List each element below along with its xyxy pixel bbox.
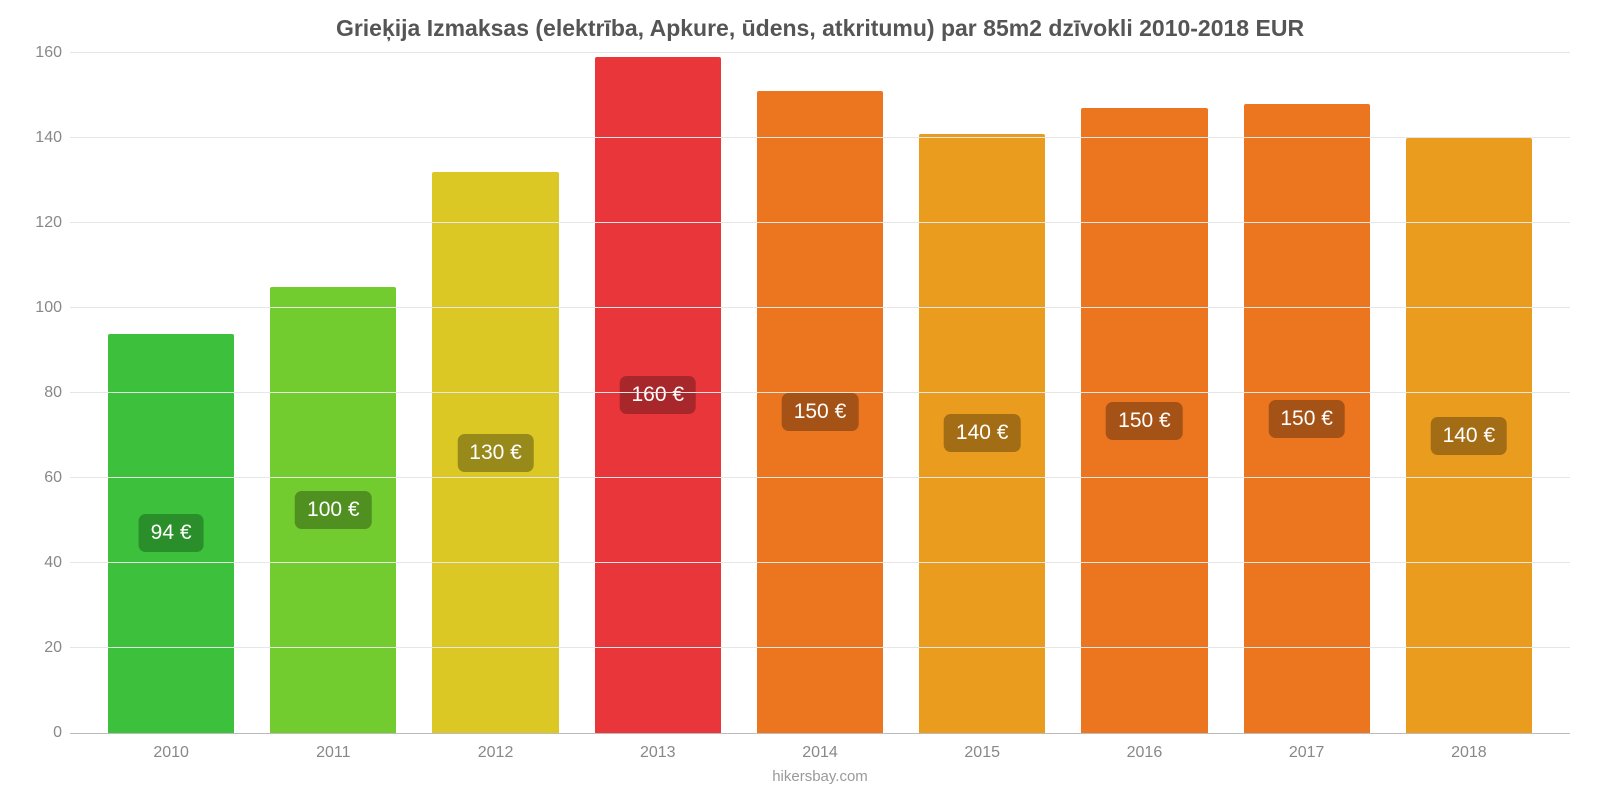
y-tick-label: 100 [22,299,62,317]
bar: 160 € [595,57,721,733]
bar-slot: 100 € [252,54,414,733]
bar-value-label: 150 € [1268,400,1345,438]
bar-value-label: 140 € [944,414,1021,452]
y-tick-label: 80 [22,384,62,402]
y-tick-label: 160 [22,44,62,62]
x-tick-label: 2016 [1063,744,1225,762]
gridline [70,222,1570,223]
x-tick-label: 2017 [1226,744,1388,762]
bar-value-label: 150 € [782,393,859,431]
gridline [70,137,1570,138]
bar: 140 € [919,134,1045,733]
x-tick-label: 2013 [577,744,739,762]
bar-slot: 94 € [90,54,252,733]
y-tick-label: 0 [22,724,62,742]
plot-area: 94 € 100 € 130 € 160 € 150 € 140 € 150 € 150 € 1… [70,54,1570,734]
x-axis: 201020112012201320142015201620172018 [70,734,1570,762]
gridline [70,307,1570,308]
x-tick-label: 2010 [90,744,252,762]
bar: 140 € [1406,138,1532,733]
bar: 100 € [270,287,396,733]
bars-group: 94 € 100 € 130 € 160 € 150 € 140 € 150 € 150 € 1… [70,54,1570,733]
bar: 150 € [1081,108,1207,733]
bar-slot: 150 € [1063,54,1225,733]
gridline [70,392,1570,393]
gridline [70,52,1570,53]
bar: 94 € [108,334,234,734]
bar-slot: 160 € [577,54,739,733]
bar-value-label: 160 € [619,376,696,414]
bar-value-label: 130 € [457,434,534,472]
bar: 150 € [757,91,883,733]
chart-source: hikersbay.com [70,768,1570,785]
y-tick-label: 60 [22,469,62,487]
bar: 150 € [1244,104,1370,733]
x-tick-label: 2011 [252,744,414,762]
bar-value-label: 100 € [295,491,372,529]
bar: 130 € [432,172,558,733]
y-tick-label: 140 [22,129,62,147]
bar-value-label: 94 € [139,514,204,552]
gridline [70,477,1570,478]
chart-title: Grieķija Izmaksas (elektrība, Apkure, ūd… [70,15,1570,42]
chart-container: Grieķija Izmaksas (elektrība, Apkure, ūd… [0,0,1600,800]
bar-slot: 130 € [414,54,576,733]
y-tick-label: 120 [22,214,62,232]
bar-value-label: 150 € [1106,402,1183,440]
x-tick-label: 2018 [1388,744,1550,762]
bar-slot: 150 € [739,54,901,733]
y-tick-label: 20 [22,639,62,657]
y-tick-label: 40 [22,554,62,572]
gridline [70,647,1570,648]
bar-value-label: 140 € [1431,417,1508,455]
bar-slot: 140 € [1388,54,1550,733]
x-tick-label: 2014 [739,744,901,762]
x-tick-label: 2015 [901,744,1063,762]
bar-slot: 150 € [1226,54,1388,733]
bar-slot: 140 € [901,54,1063,733]
x-tick-label: 2012 [414,744,576,762]
gridline [70,562,1570,563]
